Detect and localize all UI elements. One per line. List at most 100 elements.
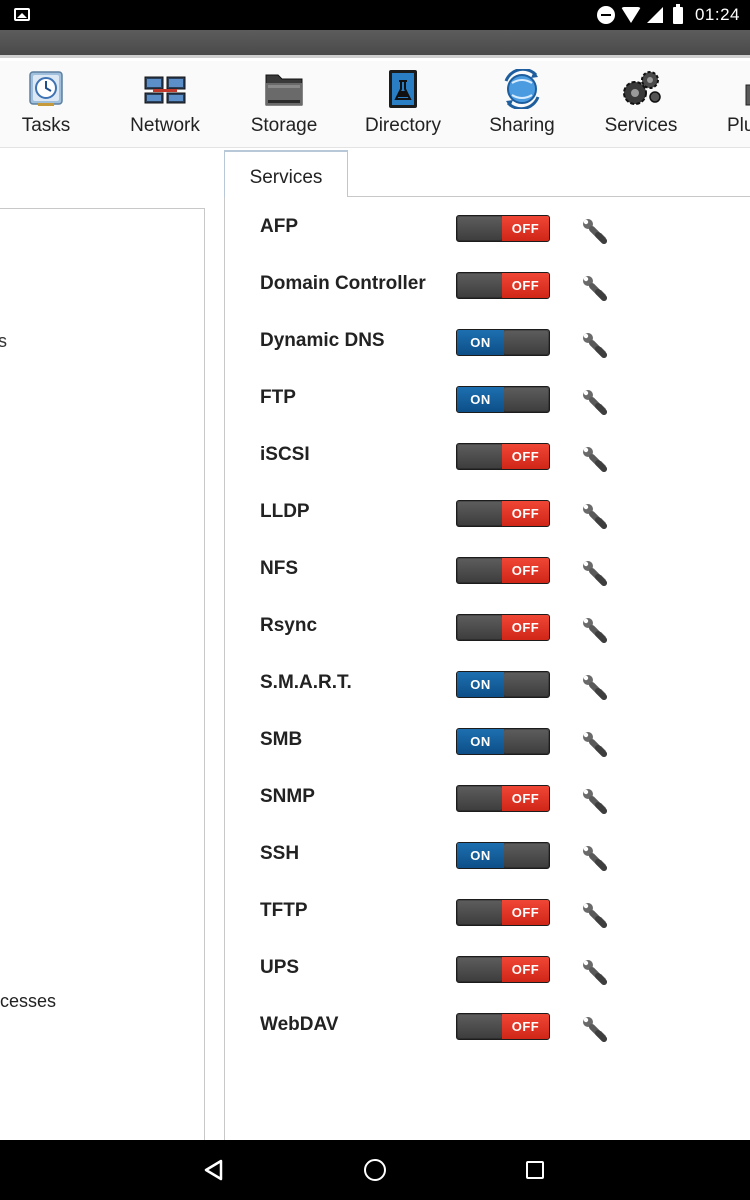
service-row: FTP ON: [225, 368, 750, 425]
service-name: SMB: [260, 729, 303, 750]
service-row: SMB ON: [225, 710, 750, 767]
service-toggle[interactable]: OFF: [456, 1013, 550, 1040]
wrench-icon[interactable]: [580, 844, 608, 872]
toggle-knob: [458, 559, 502, 582]
toolbar-item-tasks[interactable]: Tasks: [0, 61, 101, 147]
wrench-icon[interactable]: [580, 730, 608, 758]
service-toggle[interactable]: ON: [456, 842, 550, 869]
service-name: LLDP: [260, 501, 310, 522]
toolbar-label: Sharing: [489, 115, 555, 136]
service-toggle[interactable]: ON: [456, 386, 550, 413]
service-row: LLDP OFF: [225, 482, 750, 539]
status-bar: 01:24: [0, 0, 750, 30]
service-toggle[interactable]: ON: [456, 329, 550, 356]
wrench-icon[interactable]: [580, 1015, 608, 1043]
service-toggle[interactable]: ON: [456, 671, 550, 698]
toggle-knob: [504, 730, 548, 753]
service-toggle[interactable]: ON: [456, 728, 550, 755]
service-name: S.M.A.R.T.: [260, 672, 352, 693]
wrench-icon[interactable]: [580, 673, 608, 701]
toggle-state-label: ON: [457, 330, 504, 355]
wrench-icon[interactable]: [580, 559, 608, 587]
tab-underline: [348, 196, 750, 197]
wrench-icon[interactable]: [580, 901, 608, 929]
back-icon[interactable]: [203, 1159, 225, 1181]
toolbar-label: Tasks: [21, 115, 71, 136]
tab-services[interactable]: Services: [224, 150, 348, 197]
services-panel: AFP OFF Domain Controller OFF Dynamic DNS ON F…: [224, 197, 750, 1142]
wifi-icon: [620, 7, 641, 23]
wrench-icon[interactable]: [580, 217, 608, 245]
service-row: Rsync OFF: [225, 596, 750, 653]
wrench-icon[interactable]: [580, 958, 608, 986]
wrench-icon[interactable]: [580, 445, 608, 473]
toggle-knob: [504, 388, 548, 411]
service-toggle[interactable]: OFF: [456, 899, 550, 926]
toolbar-item-directory[interactable]: Directory: [348, 61, 458, 147]
toggle-state-label: ON: [457, 729, 504, 754]
toggle-state-label: ON: [457, 387, 504, 412]
service-toggle[interactable]: OFF: [456, 272, 550, 299]
toggle-knob: [458, 217, 502, 240]
toggle-knob: [504, 673, 548, 696]
service-row: iSCSI OFF: [225, 425, 750, 482]
service-toggle[interactable]: OFF: [456, 500, 550, 527]
service-name: UPS: [260, 957, 300, 978]
service-row: AFP OFF: [225, 197, 750, 254]
service-name: TFTP: [260, 900, 308, 921]
toggle-knob: [458, 787, 502, 810]
toolbar-item-network[interactable]: Network: [110, 61, 220, 147]
toggle-state-label: OFF: [502, 786, 549, 811]
toolbar-label: Network: [130, 115, 200, 136]
toggle-state-label: ON: [457, 843, 504, 868]
service-toggle[interactable]: OFF: [456, 614, 550, 641]
image-notification-icon: [14, 8, 30, 21]
service-toggle[interactable]: OFF: [456, 443, 550, 470]
toggle-knob: [458, 1015, 502, 1038]
toggle-knob: [458, 502, 502, 525]
wrench-icon[interactable]: [580, 331, 608, 359]
wrench-icon[interactable]: [580, 787, 608, 815]
toolbar-item-services[interactable]: Services: [586, 61, 696, 147]
toggle-knob: [504, 844, 548, 867]
left-panel-text-fragment: cesses: [0, 991, 57, 1011]
toggle-state-label: OFF: [502, 444, 549, 469]
service-name: FTP: [260, 387, 296, 408]
service-name: SNMP: [260, 786, 315, 807]
left-panel-text-fragment: s: [0, 331, 7, 351]
service-toggle[interactable]: OFF: [456, 215, 550, 242]
toolbar-item-sharing[interactable]: Sharing: [467, 61, 577, 147]
battery-icon: [672, 3, 683, 24]
top-toolbar: Tasks Network Storage: [0, 61, 750, 148]
network-icon: [144, 76, 186, 104]
service-row: NFS OFF: [225, 539, 750, 596]
service-name: Domain Controller: [260, 273, 426, 294]
service-row: TFTP OFF: [225, 881, 750, 938]
clock: 01:24: [694, 5, 740, 24]
toolbar-item-plugins[interactable]: Plu: [705, 61, 750, 147]
toolbar-label: Storage: [250, 115, 318, 136]
wrench-icon[interactable]: [580, 388, 608, 416]
toggle-state-label: OFF: [502, 1014, 549, 1039]
wrench-icon[interactable]: [580, 502, 608, 530]
plugins-icon: [745, 84, 750, 106]
left-panel: s cesses: [0, 208, 205, 1148]
service-name: NFS: [260, 558, 298, 579]
toggle-state-label: OFF: [502, 900, 549, 925]
service-toggle[interactable]: OFF: [456, 785, 550, 812]
toolbar-item-storage[interactable]: Storage: [229, 61, 339, 147]
toggle-state-label: OFF: [502, 273, 549, 298]
home-icon[interactable]: [364, 1159, 386, 1181]
recent-apps-icon[interactable]: [526, 1161, 544, 1179]
wrench-icon[interactable]: [580, 274, 608, 302]
wrench-icon[interactable]: [580, 616, 608, 644]
toggle-knob: [458, 274, 502, 297]
service-name: Dynamic DNS: [260, 330, 385, 351]
service-toggle[interactable]: OFF: [456, 557, 550, 584]
toggle-knob: [504, 331, 548, 354]
service-name: SSH: [260, 843, 300, 864]
toggle-knob: [458, 958, 502, 981]
service-row: WebDAV OFF: [225, 995, 750, 1052]
service-row: UPS OFF: [225, 938, 750, 995]
service-toggle[interactable]: OFF: [456, 956, 550, 983]
